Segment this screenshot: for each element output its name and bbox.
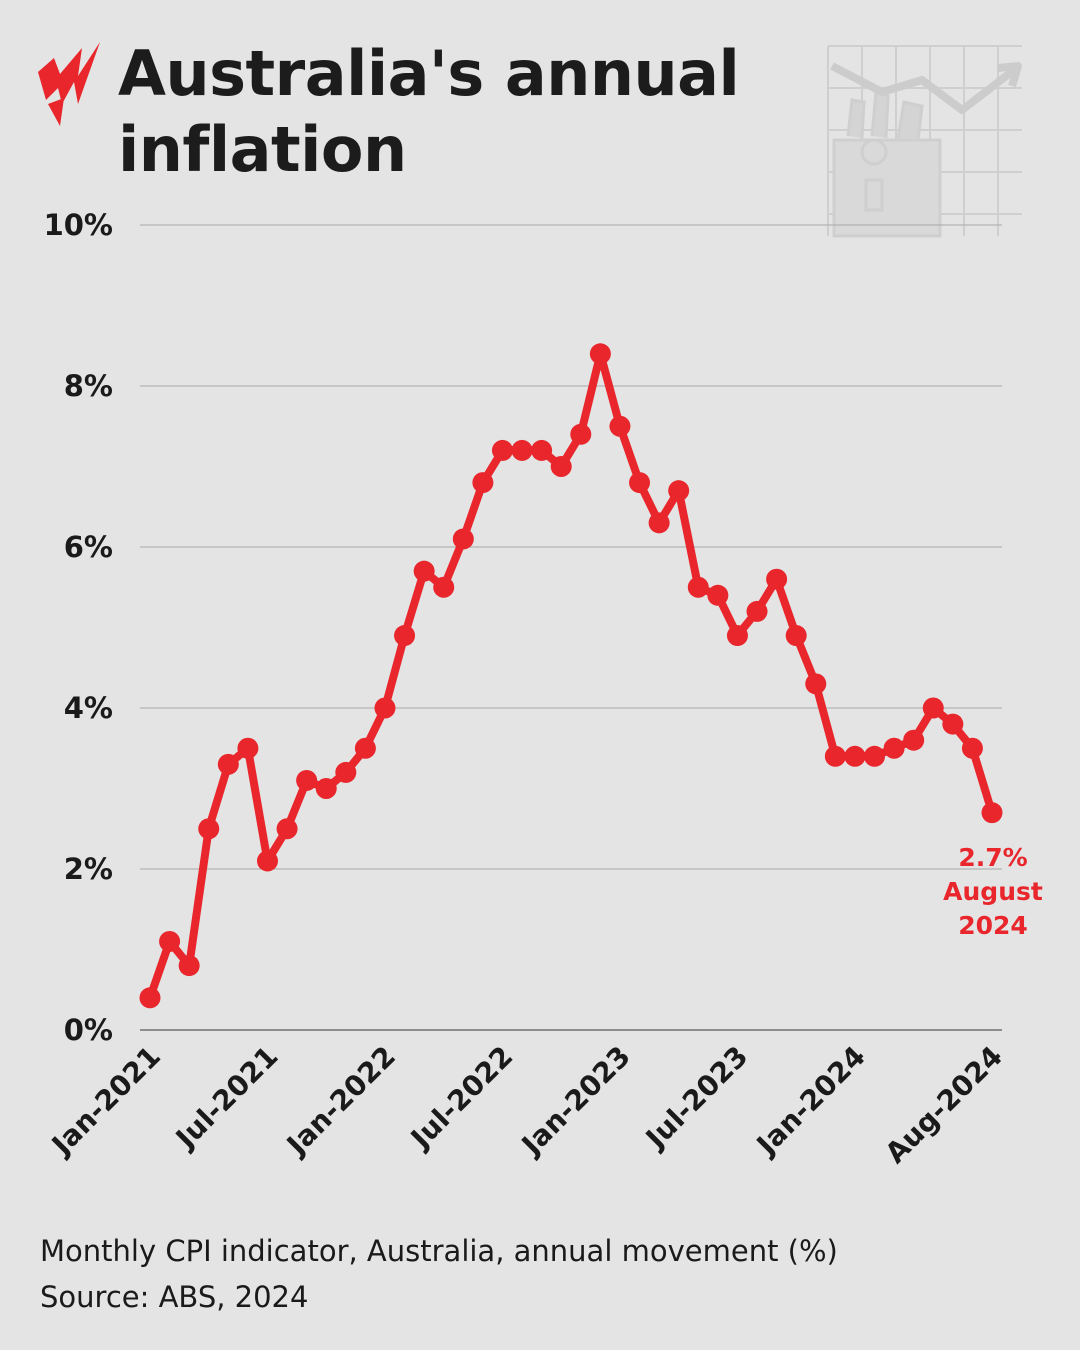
data-point — [570, 423, 592, 445]
x-tick-label: Aug-2024 — [879, 1040, 1009, 1170]
chart-source: Source: ABS, 2024 — [40, 1280, 309, 1314]
inflation-series-line — [146, 349, 996, 1002]
trend-arrow-decoration — [830, 62, 1017, 114]
data-point — [961, 737, 983, 759]
data-point — [609, 415, 631, 437]
data-point — [159, 930, 181, 952]
y-tick-label: 2% — [64, 852, 113, 886]
data-point — [276, 818, 298, 840]
data-point — [903, 729, 925, 751]
data-point — [237, 737, 259, 759]
data-point — [648, 512, 670, 534]
title-line-2: inflation — [118, 113, 407, 186]
data-point — [824, 745, 846, 767]
data-point — [256, 850, 278, 872]
data-point — [668, 480, 690, 502]
data-point — [922, 697, 944, 719]
data-point — [354, 737, 376, 759]
x-tick-label: Jul-2022 — [403, 1040, 519, 1156]
data-point — [746, 600, 768, 622]
data-point — [178, 955, 200, 977]
y-tick-label: 6% — [64, 530, 113, 564]
data-point — [491, 439, 513, 461]
x-tick-label: Jan-2021 — [44, 1040, 167, 1163]
data-point — [315, 778, 337, 799]
data-point — [217, 753, 239, 775]
x-tick-label: Jul-2023 — [638, 1040, 754, 1156]
data-point — [766, 568, 788, 590]
data-point — [981, 802, 1003, 824]
data-point — [139, 987, 161, 1009]
bag-body-decoration — [832, 138, 942, 238]
page-title: Australia's annual inflation — [118, 36, 778, 188]
x-tick-label: Jul-2021 — [168, 1040, 284, 1156]
x-tick-label: Jan-2024 — [749, 1040, 872, 1163]
data-point — [707, 584, 729, 606]
last-value-annotation-month: August — [943, 877, 1043, 906]
shopping-bag-rising-chart-icon — [827, 45, 1022, 238]
data-point — [198, 818, 220, 840]
last-value-annotation-year: 2024 — [958, 911, 1028, 940]
data-point — [726, 625, 748, 647]
data-point — [883, 737, 905, 759]
data-point — [687, 576, 709, 598]
data-point — [374, 697, 396, 719]
y-tick-label: 10% — [44, 208, 113, 242]
data-point — [433, 576, 455, 598]
data-point — [550, 456, 572, 477]
chart-description: Monthly CPI indicator, Australia, annual… — [40, 1234, 838, 1268]
data-point — [335, 761, 357, 783]
data-point — [844, 745, 866, 767]
y-tick-label: 8% — [64, 369, 113, 403]
sbs-logo-icon — [38, 42, 100, 126]
data-point — [413, 560, 435, 582]
x-tick-label: Jan-2022 — [279, 1040, 402, 1163]
data-point — [296, 769, 318, 791]
y-tick-label: 4% — [64, 691, 113, 725]
data-point — [472, 472, 494, 494]
data-point — [864, 745, 886, 767]
last-value-annotation-value: 2.7% — [958, 843, 1027, 872]
y-tick-label: 0% — [64, 1013, 113, 1047]
data-point — [394, 625, 416, 647]
data-point — [511, 439, 533, 461]
data-point — [785, 625, 807, 647]
title-line-1: Australia's annual — [118, 37, 740, 110]
data-point — [531, 439, 553, 461]
data-point — [805, 673, 827, 695]
data-point — [589, 343, 611, 365]
chart-footer: Monthly CPI indicator, Australia, annual… — [40, 1228, 1040, 1320]
data-point — [452, 528, 474, 550]
data-point — [942, 713, 964, 735]
data-point — [629, 472, 651, 494]
x-tick-label: Jan-2023 — [514, 1040, 637, 1163]
